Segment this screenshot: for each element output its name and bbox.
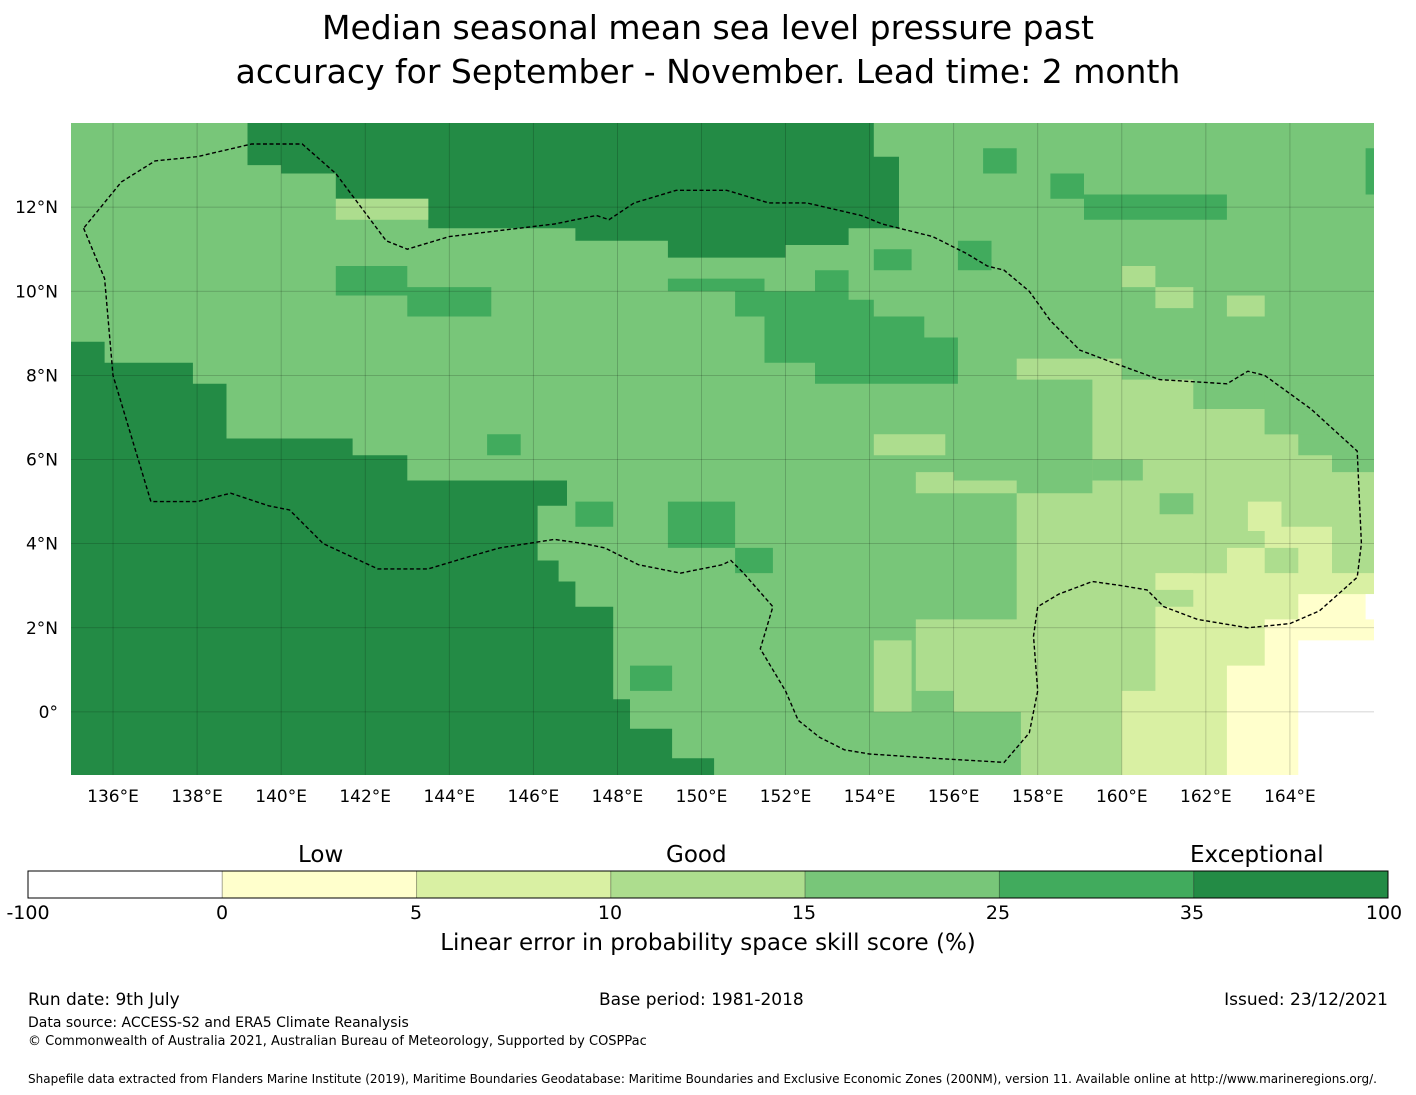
colorbar-tick: 5 (409, 902, 423, 924)
map-axes: 136°E 138°E 140°E 142°E 144°E 146°E 148°E 150°E… (15, 198, 1316, 807)
lon-tick-label: 144°E (423, 787, 475, 807)
skill-region (487, 434, 521, 456)
colorbar-segment (221, 870, 418, 899)
skill-region (335, 266, 492, 317)
lon-tick-label: 136°E (87, 787, 139, 807)
lat-tick-label: 4°N (26, 535, 58, 555)
lon-tick-label: 158°E (1012, 787, 1064, 807)
colorbar-frame (27, 870, 1389, 899)
run-date: Run date: 9th July (28, 990, 180, 1010)
lon-tick-label: 156°E (928, 787, 980, 807)
lon-tick-label: 138°E (171, 787, 223, 807)
lon-tick-label: 154°E (844, 787, 896, 807)
skill-region (983, 148, 1017, 174)
category-low: Low (298, 842, 344, 868)
skill-region (873, 640, 912, 712)
skill-region (667, 501, 736, 548)
skill-region (1365, 690, 1374, 759)
colorbar-segment (416, 870, 612, 899)
colorbar-tick: 15 (791, 902, 817, 924)
skill-region (735, 547, 773, 574)
lat-tick-label: 2°N (26, 619, 58, 639)
title-line-1: Median seasonal mean sea level pressure … (322, 8, 1094, 47)
skill-region (873, 434, 946, 456)
skill-region (957, 240, 992, 271)
skill-region (667, 270, 958, 384)
colorbar (27, 870, 1389, 899)
colorbar-tick: 35 (1179, 902, 1205, 924)
skill-region (1193, 547, 1227, 574)
title-line-2: accuracy for September - November. Lead … (235, 52, 1181, 91)
colorbar-tick: -100 (6, 902, 50, 924)
issued-date: Issued: 23/12/2021 (1224, 990, 1388, 1010)
skill-region (1298, 640, 1374, 775)
lon-tick-label: 160°E (1096, 787, 1148, 807)
lat-tick-label: 0° (39, 703, 58, 723)
skill-region (1084, 194, 1227, 220)
skill-region (575, 501, 614, 527)
colorbar-segment (27, 870, 223, 899)
lon-tick-label: 146°E (508, 787, 560, 807)
skill-region (1050, 173, 1084, 199)
lon-tick-label: 164°E (1264, 787, 1316, 807)
lat-tick-label: 10°N (15, 282, 58, 302)
lon-tick-label: 152°E (760, 787, 812, 807)
colorbar-label: Linear error in probability space skill … (440, 930, 976, 956)
lon-tick-label: 140°E (255, 787, 307, 807)
skill-region (1155, 287, 1194, 309)
skill-region (335, 198, 429, 220)
chart-title: Median seasonal mean sea level pressure … (0, 6, 1416, 94)
lat-tick-label: 12°N (15, 198, 58, 218)
skill-region (1226, 295, 1265, 317)
data-source: Data source: ACCESS-S2 and ERA5 Climate … (28, 1015, 409, 1031)
colorbar-segment (804, 870, 1000, 899)
colorbar-segment (610, 870, 806, 899)
copyright: © Commonwealth of Australia 2021, Austra… (28, 1034, 647, 1049)
skill-region (1365, 148, 1374, 195)
category-exceptional: Exceptional (1190, 842, 1324, 868)
skill-region (1159, 493, 1194, 515)
lat-tick-label: 8°N (26, 366, 58, 386)
skill-map (71, 123, 1374, 775)
lon-tick-label: 162°E (1180, 787, 1232, 807)
colorbar-tick: 100 (1365, 902, 1403, 924)
lon-tick-label: 150°E (676, 787, 728, 807)
colorbar-segment (1193, 870, 1389, 899)
category-good: Good (666, 842, 727, 868)
lat-tick-label: 6°N (26, 451, 58, 471)
skill-region (873, 249, 912, 271)
base-period: Base period: 1981-2018 (599, 990, 804, 1010)
skill-region (1365, 594, 1374, 620)
lon-tick-label: 142°E (339, 787, 391, 807)
skill-region (1264, 383, 1332, 435)
graticule (71, 123, 1374, 775)
colorbar-segment (998, 870, 1195, 899)
skill-region (1092, 459, 1143, 481)
colorbar-tick: 0 (215, 902, 229, 924)
lon-tick-label: 148°E (592, 787, 644, 807)
colorbar-tick: 25 (985, 902, 1011, 924)
skill-region (630, 665, 673, 691)
colorbar-tick: 10 (597, 902, 623, 924)
shapefile-credit: Shapefile data extracted from Flanders M… (28, 1072, 1377, 1086)
skill-region (1121, 266, 1156, 288)
